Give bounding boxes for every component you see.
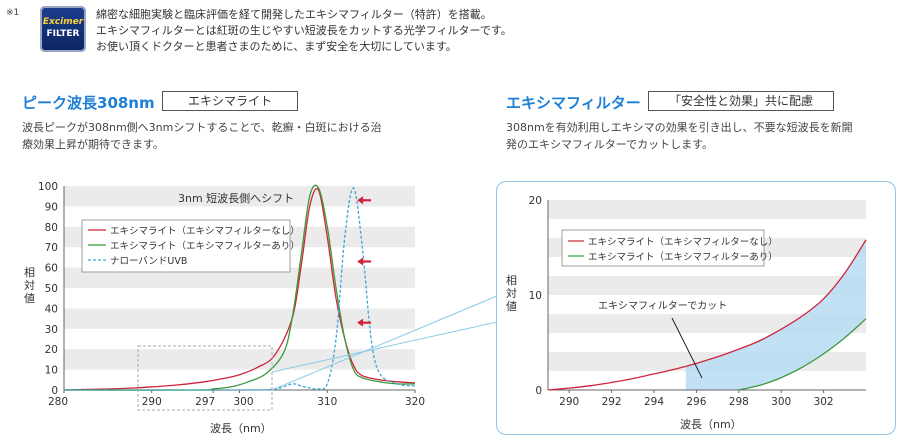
legend-label: エキシマライト（エキシマフィルターなし） — [588, 236, 778, 248]
legend-label: エキシマライト（エキシマフィルターなし） — [110, 225, 300, 237]
intro-line: エキシマフィルターとは紅斑の生じやすい短波長をカットする光学フィルターです。 — [96, 24, 512, 37]
intro-line: 綿密な細胞実験と臨床評価を経て開発したエキシマフィルター（特許）を搭載。 — [96, 8, 492, 21]
grid-band — [548, 200, 866, 219]
y-tick-label: 10 — [45, 365, 58, 377]
left-chart-grid-bands — [64, 186, 415, 370]
left-section-description: 波長ピークが308nm側へ3nmシフトすることで、乾癬・白斑における治 療効果上… — [22, 119, 382, 153]
y-tick-label: 90 — [45, 201, 58, 213]
shift-arrow — [357, 318, 372, 327]
shift-arrow — [357, 196, 372, 205]
x-tick-label: 297 — [195, 396, 215, 408]
x-tick-label: 292 — [602, 396, 622, 408]
y-tick-label: 0 — [51, 385, 58, 397]
legend-label: ナローバンドUVB — [110, 256, 187, 267]
y-tick-label: 50 — [45, 283, 58, 295]
y-tick-label: 20 — [45, 344, 58, 356]
left-section-box-label: エキシマライト — [162, 91, 298, 111]
right-chart-annotation: エキシマフィルターでカット — [598, 300, 727, 312]
left-chart-x-label: 波長（nm） — [210, 422, 272, 435]
grid-band — [64, 267, 415, 288]
series-green-line — [738, 318, 867, 391]
right-section-title: エキシマフィルター — [506, 94, 641, 112]
right-section-description: 308nmを有効利用しエキシマの効果を引き出し、不要な短波長を新開 発のエキシマ… — [506, 119, 853, 153]
desc-line: 波長ピークが308nm側へ3nmシフトすることで、乾癬・白斑における治 — [22, 121, 382, 134]
zoom-connector-line — [271, 321, 498, 373]
desc-line: 発のエキシマフィルターでカットします。 — [506, 138, 714, 151]
x-tick-label: 310 — [317, 396, 337, 408]
legend-label: エキシマライト（エキシマフィルターあり） — [110, 240, 300, 252]
y-tick-label: 40 — [45, 303, 58, 315]
annotation-pointer-line — [671, 317, 703, 379]
legend-label: エキシマライト（エキシマフィルターあり） — [588, 251, 778, 263]
x-tick-label: 290 — [142, 396, 162, 408]
y-tick-label: 20 — [529, 195, 542, 207]
y-tick-label: 30 — [45, 324, 58, 336]
y-tick-label: 0 — [535, 385, 542, 397]
badge-line-2: FILTER — [46, 29, 80, 39]
desc-line: 療効果上昇が期待できます。 — [22, 138, 164, 151]
left-chart-y-label: 相対値 — [24, 266, 35, 305]
series-red-line — [547, 239, 867, 391]
right-section-box-label: 「安全性と効果」共に配慮 — [648, 91, 834, 111]
series-green-line — [63, 184, 416, 391]
desc-line: 308nmを有効利用しエキシマの効果を引き出し、不要な短波長を新開 — [506, 121, 853, 134]
x-tick-label: 320 — [405, 396, 425, 408]
x-tick-label: 296 — [686, 396, 706, 408]
badge-line-1: Excimer — [42, 17, 84, 27]
x-tick-label: 298 — [729, 396, 749, 408]
left-chart-legend: エキシマライト（エキシマフィルターなし） エキシマライト（エキシマフィルターあり… — [81, 219, 300, 273]
grid-band — [64, 308, 415, 329]
y-tick-label: 10 — [529, 290, 542, 302]
x-tick-label: 294 — [644, 396, 664, 408]
y-tick-label: 100 — [38, 181, 58, 193]
grid-band — [64, 349, 415, 370]
right-chart-y-label: 相対値 — [506, 274, 517, 313]
series-red-line — [63, 188, 416, 391]
y-tick-label: 80 — [45, 222, 58, 234]
shift-arrow — [357, 257, 372, 266]
right-chart-legend: エキシマライト（エキシマフィルターなし） エキシマライト（エキシマフィルターあり… — [561, 229, 778, 267]
intro-line: お使い頂くドクターと患者さまのために、まず安全を大切にしています。 — [96, 40, 457, 53]
grid-band — [548, 276, 866, 295]
y-tick-label: 70 — [45, 242, 58, 254]
grid-band — [64, 186, 415, 207]
intro-text: 綿密な細胞実験と臨床評価を経て開発したエキシマフィルター（特許）を搭載。 エキシ… — [96, 7, 512, 55]
x-tick-label: 302 — [814, 396, 834, 408]
y-tick-label: 60 — [45, 263, 58, 275]
zoom-connector-line — [271, 295, 498, 391]
footnote-mark: ※1 — [6, 8, 20, 18]
x-tick-label: 300 — [233, 396, 253, 408]
x-tick-label: 300 — [771, 396, 791, 408]
left-chart-zoom-region — [137, 345, 273, 411]
left-section-title: ピーク波長308nm — [22, 94, 155, 112]
right-chart-x-label: 波長（nm） — [680, 418, 742, 431]
left-chart-annotation: 3nm 短波長側へシフト — [178, 191, 294, 205]
x-tick-label: 280 — [48, 396, 68, 408]
excimer-filter-badge: Excimer FILTER — [40, 6, 86, 52]
x-tick-label: 290 — [559, 396, 579, 408]
